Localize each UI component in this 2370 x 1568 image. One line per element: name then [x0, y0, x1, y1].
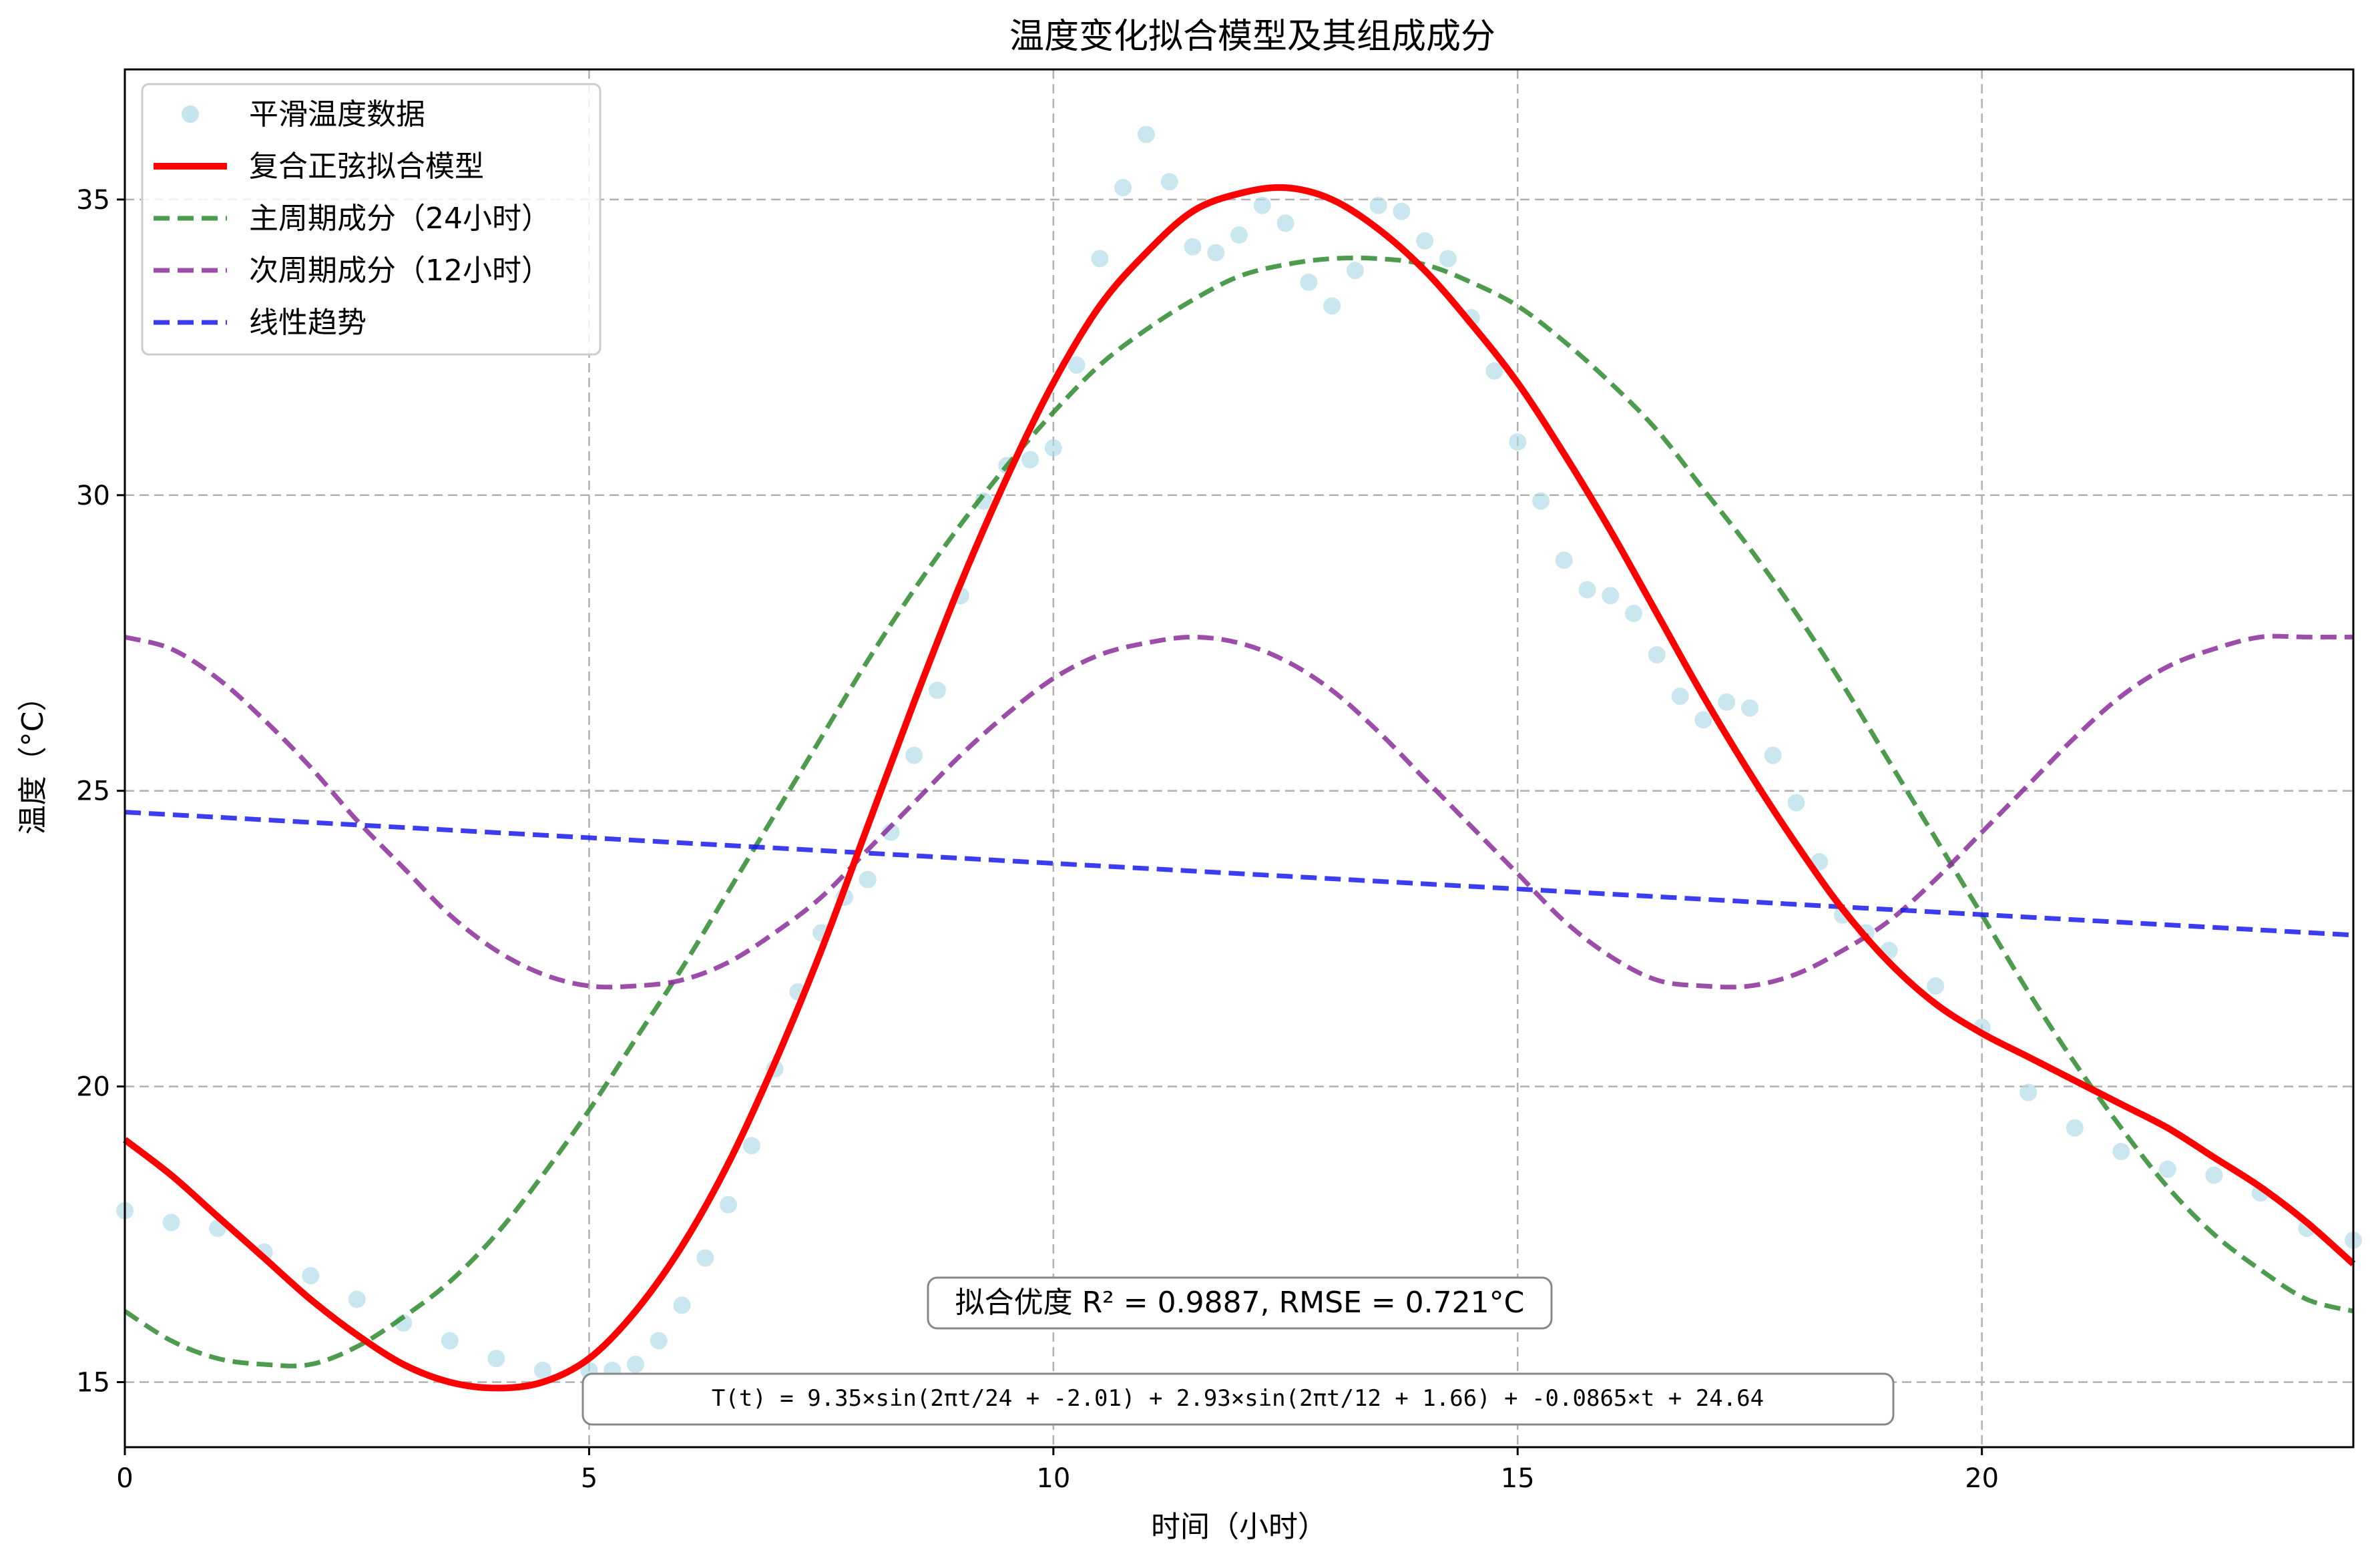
data-point	[1207, 244, 1225, 262]
data-point	[1416, 232, 1434, 250]
legend-label-data: 平滑温度数据	[249, 97, 425, 132]
x-tick-label: 0	[116, 1463, 133, 1494]
data-point	[1578, 581, 1596, 599]
x-tick-label: 5	[581, 1463, 598, 1494]
legend-label-fit: 复合正弦拟合模型	[249, 150, 484, 184]
data-point	[696, 1249, 714, 1267]
data-point	[1602, 587, 1620, 605]
fit-quality-annotation: 拟合优度 R² = 0.9887, RMSE = 0.721°C	[927, 1276, 1553, 1330]
data-point	[1694, 711, 1712, 729]
data-point	[441, 1332, 459, 1350]
data-point	[1021, 451, 1039, 469]
y-tick-label: 15	[76, 1368, 110, 1398]
plot-frame	[124, 68, 2355, 1449]
data-point	[650, 1332, 668, 1350]
series-layer	[116, 125, 2362, 1392]
data-point	[1369, 196, 1387, 214]
y-axis-ticks: 15 20 25 30 35	[76, 185, 125, 1398]
data-point	[487, 1350, 505, 1368]
data-point	[626, 1355, 644, 1373]
x-tick-label: 15	[1501, 1463, 1535, 1494]
y-axis-label: 温度（°C）	[16, 682, 50, 835]
data-point	[162, 1214, 180, 1232]
data-point	[2020, 1083, 2038, 1101]
data-point	[1300, 273, 1318, 291]
data-point	[1532, 492, 1550, 510]
y-tick-label: 30	[76, 481, 110, 511]
data-point	[1509, 433, 1527, 451]
data-point	[2205, 1166, 2223, 1184]
legend: 平滑温度数据 复合正弦拟合模型 主周期成分（24小时） 次周期成分（12小时） …	[141, 83, 602, 356]
data-point	[1393, 202, 1411, 220]
data-point	[742, 1137, 760, 1155]
legend-label-secondary: 次周期成分（12小时）	[249, 254, 551, 288]
formula-text: T(t) = 9.35×sin(2πt/24 + -2.01) + 2.93×s…	[712, 1385, 1764, 1412]
data-point	[1114, 179, 1132, 197]
data-point	[533, 1361, 551, 1379]
data-point	[1648, 645, 1666, 664]
secondary-component-line	[124, 633, 2353, 990]
data-point	[1740, 699, 1758, 717]
legend-swatch-data	[182, 105, 199, 123]
data-point	[1346, 262, 1364, 280]
data-point	[1764, 746, 1782, 764]
data-point	[1091, 250, 1109, 268]
data-point	[302, 1267, 320, 1285]
data-point	[1485, 362, 1503, 380]
data-point	[1253, 196, 1271, 214]
fit-model-line	[122, 184, 2356, 1392]
x-tick-label: 10	[1036, 1463, 1070, 1494]
data-point	[2112, 1143, 2130, 1161]
data-point	[1671, 687, 1689, 705]
data-point	[1439, 250, 1457, 268]
data-point	[1044, 439, 1062, 457]
y-tick-label: 25	[76, 776, 110, 807]
data-point	[348, 1290, 366, 1308]
legend-label-primary: 主周期成分（24小时）	[249, 202, 551, 236]
data-point	[859, 870, 877, 888]
formula-annotation: T(t) = 9.35×sin(2πt/24 + -2.01) + 2.93×s…	[581, 1372, 1895, 1426]
data-point	[1068, 356, 1086, 374]
data-point	[1555, 551, 1573, 569]
data-point	[1276, 214, 1294, 232]
data-point	[1230, 226, 1248, 244]
x-axis-ticks: 0 5 10 15 20	[116, 1447, 1999, 1494]
x-axis-label: 时间（小时）	[1151, 1510, 1327, 1544]
data-point	[1625, 604, 1643, 622]
data-point	[1160, 173, 1178, 191]
x-tick-label: 20	[1965, 1463, 1999, 1494]
data-point	[1323, 297, 1341, 315]
data-point	[928, 682, 946, 700]
data-point	[1787, 794, 1805, 812]
y-tick-label: 20	[76, 1072, 110, 1103]
data-point	[905, 746, 923, 764]
data-point	[1718, 693, 1736, 711]
linear-trend-line	[124, 810, 2354, 938]
fit-quality-text: 拟合优度 R² = 0.9887, RMSE = 0.721°C	[955, 1286, 1525, 1320]
data-point	[1184, 238, 1202, 256]
data-point	[2158, 1160, 2176, 1178]
scatter-series	[116, 125, 2362, 1379]
data-point	[2066, 1119, 2084, 1137]
chart-title: 温度变化拟合模型及其组成成分	[1009, 17, 1495, 57]
data-point	[720, 1196, 738, 1214]
y-tick-label: 35	[76, 185, 110, 216]
data-point	[673, 1296, 691, 1314]
data-point	[1137, 125, 1155, 144]
legend-label-trend: 线性趋势	[249, 306, 367, 340]
data-point	[1927, 977, 1945, 995]
